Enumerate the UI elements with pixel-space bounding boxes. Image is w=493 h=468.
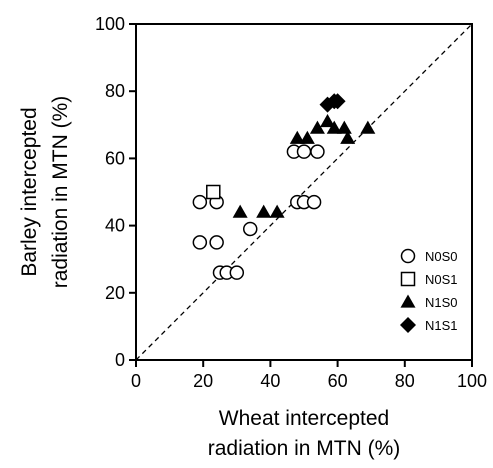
- legend-marker-n1s0: [400, 294, 416, 308]
- legend-label: N0S1: [425, 272, 458, 287]
- legend-item-n0s1: N0S1: [400, 271, 458, 287]
- n1s0-point: [326, 120, 342, 134]
- n1s0-point: [256, 204, 272, 218]
- y-tick-label: 0: [115, 350, 125, 370]
- x-tick-label: 80: [395, 371, 415, 391]
- n0s0-point: [209, 235, 224, 250]
- y-tick-label: 60: [105, 148, 125, 168]
- plot-area: [135, 23, 473, 361]
- n0s0-point: [229, 265, 245, 280]
- n0s0-point: [296, 144, 312, 159]
- n0s0-point: [192, 235, 208, 250]
- x-axis: 0 20 40 60 80 100: [131, 360, 487, 391]
- n1s0-point: [309, 120, 325, 134]
- legend-label: N1S0: [425, 295, 458, 310]
- legend-item-n1s1: N1S1: [400, 317, 458, 333]
- legend-item-n0s0: N0S0: [400, 248, 458, 264]
- x-tick-label: 40: [260, 371, 280, 391]
- legend-marker-n0s0: [400, 248, 416, 264]
- legend-marker-n0s1: [400, 271, 416, 287]
- n1s0-point: [320, 113, 336, 128]
- n1s0-point: [289, 130, 305, 144]
- n0s1-point: [206, 184, 221, 200]
- y-axis-title-line-2: radiation in MTN (%): [49, 96, 72, 289]
- data-points: [192, 93, 376, 280]
- n1s0-point: [360, 120, 376, 134]
- y-tick-label: 20: [105, 283, 125, 303]
- legend: N0S0 N0S1 N1S0 N1S1: [400, 248, 458, 333]
- n1s0-point: [269, 204, 285, 218]
- x-axis-title-line-2: radiation in MTN (%): [208, 437, 401, 460]
- x-axis-title-line-1: Wheat intercepted: [219, 407, 389, 430]
- legend-marker-n1s1: [400, 317, 416, 333]
- x-tick-label: 0: [131, 371, 141, 391]
- n1s0-point: [232, 204, 248, 218]
- n1s0-point: [340, 130, 356, 144]
- y-tick-label: 40: [105, 216, 125, 236]
- n1s0-point: [299, 130, 315, 144]
- one-to-one-reference-line: [135, 23, 473, 361]
- n0s0-point: [242, 221, 258, 237]
- n0s0-point: [192, 194, 208, 210]
- n1s1-point: [329, 93, 346, 110]
- legend-label: N0S0: [425, 249, 458, 264]
- y-axis-title-line-1: Barley intercepted: [18, 107, 41, 276]
- x-tick-label: 20: [193, 371, 213, 391]
- x-tick-label: 100: [457, 371, 487, 391]
- y-tick-label: 80: [105, 81, 125, 101]
- y-tick-label: 100: [95, 14, 125, 34]
- x-tick-label: 60: [328, 371, 348, 391]
- n0s0-point: [306, 194, 322, 210]
- plot-frame: [135, 23, 473, 361]
- y-axis: 0 20 40 60 80 100: [95, 14, 136, 370]
- legend-item-n1s0: N1S0: [400, 294, 458, 310]
- n0s0-point: [310, 144, 325, 159]
- n1s0-point: [336, 120, 352, 134]
- legend-label: N1S1: [425, 318, 458, 333]
